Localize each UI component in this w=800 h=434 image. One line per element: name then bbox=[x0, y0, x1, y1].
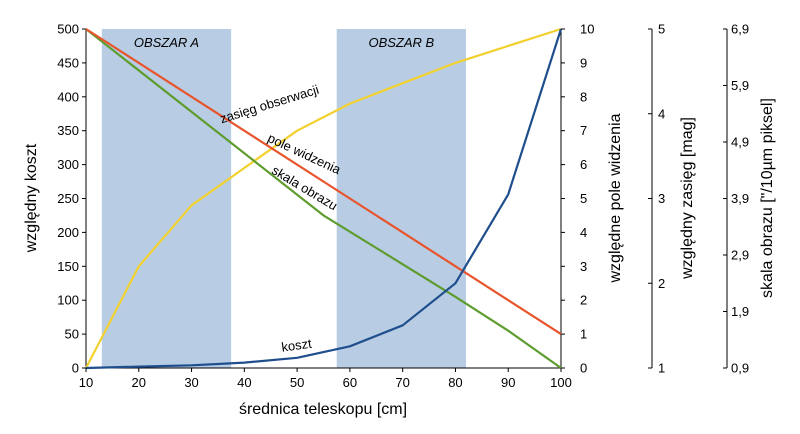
left-tick-label: 500 bbox=[57, 22, 79, 37]
right2-tick-label: 4 bbox=[658, 106, 665, 121]
x-tick-label: 100 bbox=[550, 375, 572, 390]
right2-tick-label: 5 bbox=[658, 22, 665, 37]
right3-axis-label: skala obrazu ["/10µm piksel] bbox=[759, 98, 776, 298]
x-tick-label: 50 bbox=[290, 375, 304, 390]
right3-tick-label: 3,9 bbox=[731, 191, 749, 206]
left-tick-label: 150 bbox=[57, 259, 79, 274]
right2-tick-label: 3 bbox=[658, 191, 665, 206]
left-tick-label: 200 bbox=[57, 225, 79, 240]
ticks-layer: 10 20 30 40 50 60 70 80 90 1000501001502002503003… bbox=[57, 22, 749, 391]
x-tick-label: 90 bbox=[501, 375, 515, 390]
x-tick-label: 60 bbox=[343, 375, 357, 390]
right3-tick-label: 2,9 bbox=[731, 248, 749, 263]
x-tick-label: 10 bbox=[79, 375, 93, 390]
zones-layer: OBSZAR A OBSZAR B bbox=[101, 29, 466, 368]
right2-axis-label: względny zasięg [mag] bbox=[679, 117, 696, 280]
series-line-skala-obrazu bbox=[85, 28, 562, 369]
right1-tick-label: 1 bbox=[580, 327, 587, 342]
right3-tick-label: 5,9 bbox=[731, 78, 749, 93]
right3-tick-label: 6,9 bbox=[731, 22, 749, 37]
zone-2 bbox=[336, 29, 466, 368]
left-tick-label: 350 bbox=[57, 123, 79, 138]
zone-label-1: OBSZAR A bbox=[134, 35, 199, 50]
left-tick-label: 300 bbox=[57, 157, 79, 172]
right3-tick-label: 1,9 bbox=[731, 304, 749, 319]
left-tick-label: 100 bbox=[57, 293, 79, 308]
zone-label-2: OBSZAR B bbox=[368, 35, 434, 50]
left-tick-label: 50 bbox=[65, 327, 79, 342]
x-tick-label: 40 bbox=[237, 375, 251, 390]
right1-tick-label: 0 bbox=[580, 361, 587, 376]
right1-tick-label: 3 bbox=[580, 259, 587, 274]
right3-tick-label: 0,9 bbox=[731, 361, 749, 376]
series-label: koszt bbox=[280, 336, 313, 355]
right1-tick-label: 10 bbox=[580, 22, 594, 37]
series-line-pole-widzenia bbox=[85, 28, 562, 336]
left-tick-label: 450 bbox=[57, 55, 79, 70]
right1-tick-label: 8 bbox=[580, 89, 587, 104]
left-tick-label: 400 bbox=[57, 89, 79, 104]
left-tick-label: 0 bbox=[72, 361, 79, 376]
left-tick-label: 250 bbox=[57, 191, 79, 206]
x-axis-label: średnica teleskopu [cm] bbox=[239, 401, 407, 418]
series-line-koszt bbox=[85, 28, 563, 370]
right1-axis-label: względne pole widzenia bbox=[607, 113, 624, 283]
right1-tick-label: 2 bbox=[580, 293, 587, 308]
right2-tick-label: 1 bbox=[658, 361, 665, 376]
right3-tick-label: 4,9 bbox=[731, 135, 749, 150]
x-tick-label: 80 bbox=[448, 375, 462, 390]
left-axis-label: względny koszt bbox=[23, 143, 40, 253]
right2-tick-label: 2 bbox=[658, 276, 665, 291]
series-line-zasi-g-obserwacji bbox=[85, 27, 562, 369]
series-label: zasięg obserwacji bbox=[218, 82, 321, 126]
zone-1 bbox=[101, 29, 232, 368]
right1-tick-label: 7 bbox=[580, 123, 587, 138]
right1-tick-label: 4 bbox=[580, 225, 587, 240]
x-tick-label: 70 bbox=[395, 375, 409, 390]
right1-tick-label: 5 bbox=[580, 191, 587, 206]
right1-tick-label: 6 bbox=[580, 157, 587, 172]
right1-tick-label: 9 bbox=[580, 55, 587, 70]
x-tick-label: 20 bbox=[132, 375, 146, 390]
x-tick-label: 30 bbox=[184, 375, 198, 390]
